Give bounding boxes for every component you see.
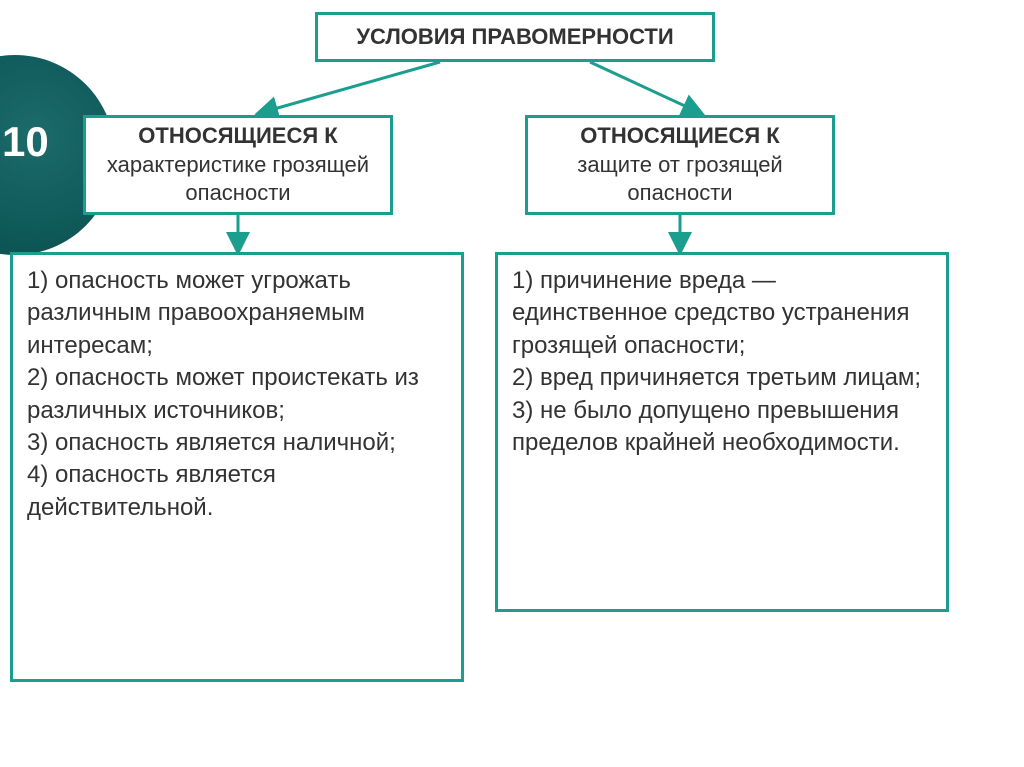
content-left-item-3: 3) опасность является наличной;	[27, 427, 447, 459]
branch-header-left: ОТНОСЯЩИЕСЯ К характеристике грозящей оп…	[83, 115, 393, 215]
content-right-item-1: 1) причинение вреда — единственное средс…	[512, 265, 932, 362]
arrow-title-to-right	[590, 62, 700, 113]
content-left-item-1: 1) опасность может угрожать различным пр…	[27, 265, 447, 362]
slide-number: 10	[2, 118, 49, 166]
content-left-item-2: 2) опасность может проистекать из различ…	[27, 362, 447, 427]
content-right-item-2: 2) вред причиняется третьим лицам;	[512, 362, 932, 394]
branch-left-bold: ОТНОСЯЩИЕСЯ К	[138, 123, 337, 148]
content-left-item-4: 4) опасность является действительной.	[27, 459, 447, 524]
branch-right-rest: защите от грозящей опасности	[577, 152, 782, 206]
branch-header-right: ОТНОСЯЩИЕСЯ К защите от грозящей опаснос…	[525, 115, 835, 215]
title-text: УСЛОВИЯ ПРАВОМЕРНОСТИ	[356, 24, 673, 50]
content-box-right: 1) причинение вреда — единственное средс…	[495, 252, 949, 612]
branch-left-rest: характеристике грозящей опасности	[107, 152, 369, 206]
content-box-left: 1) опасность может угрожать различным пр…	[10, 252, 464, 682]
branch-right-bold: ОТНОСЯЩИЕСЯ К	[580, 123, 779, 148]
diagram-title: УСЛОВИЯ ПРАВОМЕРНОСТИ	[315, 12, 715, 62]
content-right-item-3: 3) не было допущено превышения пределов …	[512, 395, 932, 460]
arrow-title-to-left	[260, 62, 440, 113]
